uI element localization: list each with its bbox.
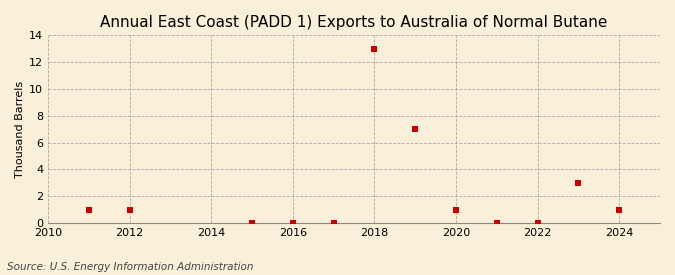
Point — [573, 181, 584, 185]
Text: Source: U.S. Energy Information Administration: Source: U.S. Energy Information Administ… — [7, 262, 253, 272]
Point — [124, 208, 135, 212]
Point — [246, 220, 257, 225]
Point — [451, 208, 462, 212]
Point — [410, 127, 421, 131]
Point — [532, 220, 543, 225]
Point — [84, 208, 95, 212]
Title: Annual East Coast (PADD 1) Exports to Australia of Normal Butane: Annual East Coast (PADD 1) Exports to Au… — [101, 15, 608, 30]
Point — [288, 220, 298, 225]
Y-axis label: Thousand Barrels: Thousand Barrels — [15, 81, 25, 178]
Point — [614, 208, 624, 212]
Point — [328, 220, 339, 225]
Point — [369, 46, 380, 51]
Point — [491, 220, 502, 225]
